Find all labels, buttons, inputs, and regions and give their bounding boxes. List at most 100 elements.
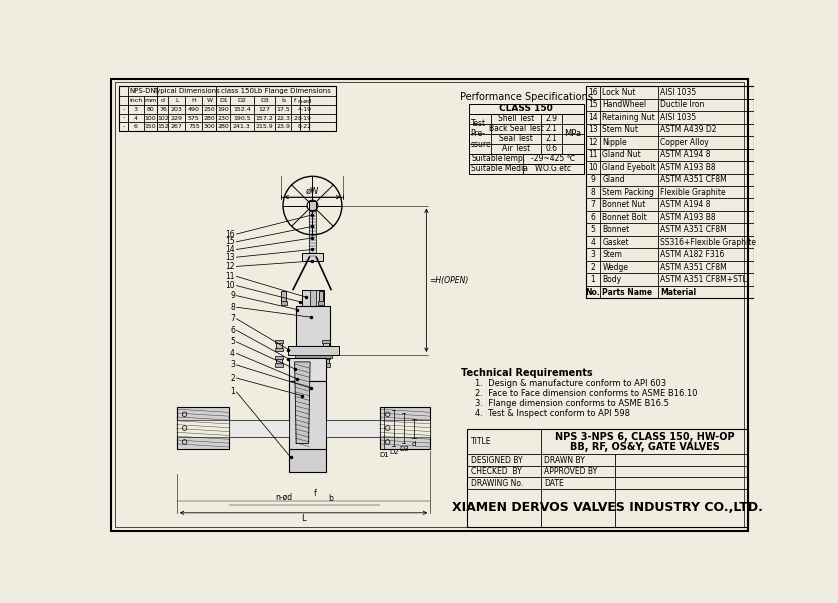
Bar <box>323 357 328 365</box>
Bar <box>322 348 329 351</box>
Bar <box>468 429 748 526</box>
Text: 14: 14 <box>588 113 597 122</box>
Text: Shell Test: Shell Test <box>498 115 534 124</box>
Text: 9: 9 <box>591 175 596 185</box>
Text: 8-19: 8-19 <box>297 116 312 121</box>
Text: 4-19: 4-19 <box>297 107 312 112</box>
Text: øW: øW <box>306 187 319 196</box>
Text: W: W <box>206 98 213 103</box>
Text: AISI 1035: AISI 1035 <box>660 88 696 97</box>
Text: Bonnet: Bonnet <box>603 225 629 234</box>
Text: 157.2: 157.2 <box>256 116 273 121</box>
Text: 2.1: 2.1 <box>546 124 557 133</box>
Text: SS316+Flexible Graphite: SS316+Flexible Graphite <box>660 238 757 247</box>
Bar <box>322 364 329 367</box>
Text: ASTM A193 B8: ASTM A193 B8 <box>660 213 716 222</box>
Text: Copper Alloy: Copper Alloy <box>660 138 709 147</box>
Text: 152.4: 152.4 <box>233 107 251 112</box>
Text: Lock Nut: Lock Nut <box>603 88 636 97</box>
Text: 490: 490 <box>188 107 199 112</box>
Text: ASTM A351 CF8M: ASTM A351 CF8M <box>660 225 727 234</box>
Text: DESIGNED BY: DESIGNED BY <box>471 455 522 464</box>
Text: 4: 4 <box>134 116 137 121</box>
Text: MPa: MPa <box>564 130 582 139</box>
Bar <box>380 407 430 449</box>
Text: D3: D3 <box>399 446 409 452</box>
Text: 280: 280 <box>204 116 215 121</box>
Text: 241.3: 241.3 <box>233 124 251 129</box>
Text: 3: 3 <box>591 250 596 259</box>
Text: D3: D3 <box>260 98 269 103</box>
Text: Stem Nut: Stem Nut <box>603 125 639 134</box>
Bar <box>275 348 283 351</box>
Text: Gland Eyebolt: Gland Eyebolt <box>603 163 656 172</box>
Text: 3.  Flange dimension conforms to ASME B16.5: 3. Flange dimension conforms to ASME B16… <box>475 399 669 408</box>
Text: 13: 13 <box>225 253 235 262</box>
Text: Gasket: Gasket <box>603 238 629 247</box>
Text: Retaining Nut: Retaining Nut <box>603 113 655 122</box>
Text: Material: Material <box>660 288 696 297</box>
Text: 12: 12 <box>588 138 597 147</box>
Text: 150: 150 <box>145 124 157 129</box>
Text: 575: 575 <box>188 116 199 121</box>
Text: ASTM A194 8: ASTM A194 8 <box>660 200 711 209</box>
Text: DRAWN BY: DRAWN BY <box>544 455 585 464</box>
Text: 8: 8 <box>591 188 595 197</box>
Bar <box>289 358 326 381</box>
Text: 1.  Design & manufacture conform to API 603: 1. Design & manufacture conform to API 6… <box>475 379 666 388</box>
Text: 5: 5 <box>591 225 596 234</box>
Text: APPROVED BY: APPROVED BY <box>544 467 597 476</box>
Bar <box>469 104 584 114</box>
Text: 10: 10 <box>588 163 597 172</box>
Text: D2: D2 <box>389 449 399 455</box>
Bar <box>310 289 316 306</box>
Bar <box>322 356 329 359</box>
Text: 6: 6 <box>134 124 137 129</box>
Text: ASTM A439 D2: ASTM A439 D2 <box>660 125 717 134</box>
Text: 80: 80 <box>147 107 154 112</box>
Bar <box>177 407 229 449</box>
Bar <box>295 355 332 358</box>
Text: 4: 4 <box>591 238 596 247</box>
Text: 190: 190 <box>217 107 230 112</box>
Text: b: b <box>328 494 333 504</box>
Text: 4: 4 <box>230 349 235 358</box>
Text: 300: 300 <box>204 124 215 129</box>
Bar <box>308 201 316 210</box>
Text: Body: Body <box>603 275 622 284</box>
Bar <box>469 164 584 174</box>
Text: f: f <box>294 98 297 103</box>
Bar <box>303 289 324 306</box>
Text: 7: 7 <box>230 314 235 323</box>
Text: f: f <box>313 489 317 498</box>
Bar <box>275 364 283 367</box>
Text: n-ød: n-ød <box>297 98 312 103</box>
Text: Bonnet Nut: Bonnet Nut <box>603 200 645 209</box>
Text: 100: 100 <box>145 116 157 121</box>
Text: 1: 1 <box>230 387 235 396</box>
Text: 2.1: 2.1 <box>546 134 557 144</box>
Text: =H(OPEN): =H(OPEN) <box>430 276 468 285</box>
Text: 2.9: 2.9 <box>546 115 557 124</box>
Text: 267: 267 <box>171 124 183 129</box>
Text: ASTM A351 CF8M+STL: ASTM A351 CF8M+STL <box>660 275 747 284</box>
Text: DATE: DATE <box>544 479 564 488</box>
Text: L: L <box>175 98 178 103</box>
Bar <box>289 381 326 451</box>
Text: 152: 152 <box>157 124 168 129</box>
Bar <box>296 306 330 346</box>
Text: 76: 76 <box>159 107 167 112</box>
Text: 755: 755 <box>188 124 199 129</box>
Text: Bonnet Bolt: Bonnet Bolt <box>603 213 647 222</box>
Text: 6: 6 <box>591 213 596 222</box>
Text: 8: 8 <box>230 303 235 312</box>
Text: ASTM A351 CF8M: ASTM A351 CF8M <box>660 262 727 271</box>
Bar <box>177 420 229 437</box>
Text: 3: 3 <box>134 107 137 112</box>
Text: 2: 2 <box>591 262 595 271</box>
Bar <box>469 154 584 164</box>
Bar <box>289 449 326 472</box>
Text: Typical Dimensions: Typical Dimensions <box>153 88 220 94</box>
Text: 203: 203 <box>171 107 183 112</box>
Text: CHECKED  BY: CHECKED BY <box>471 467 521 476</box>
